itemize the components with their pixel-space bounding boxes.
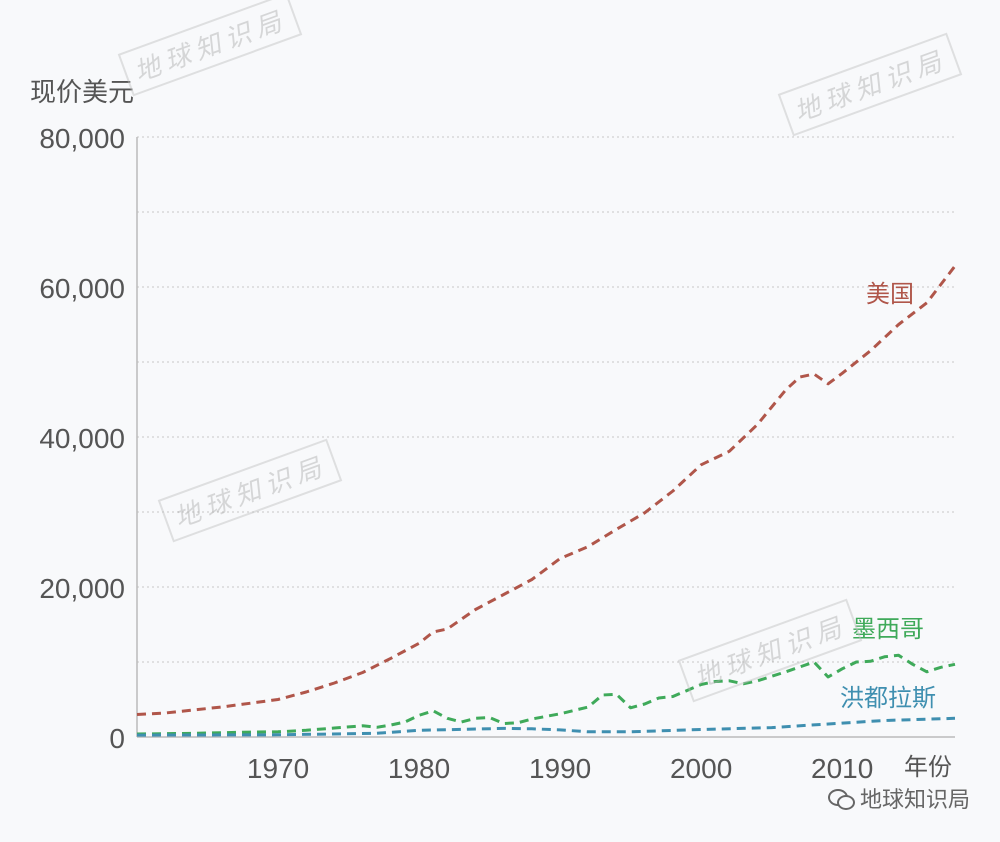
y-tick-label: 0 [109,723,125,754]
series-label-usa: 美国 [866,280,914,308]
x-axis-ticks: 1970 1980 1990 2000 2010 [247,753,873,784]
series-label-honduras: 洪都拉斯 [840,684,936,712]
x-tick-label: 1980 [388,753,450,784]
y-axis-unit-label: 现价美元 [30,78,135,108]
x-axis-label: 年份 [904,753,952,781]
series-lines [136,265,957,737]
y-axis-ticks: 0 20,000 40,000 60,000 80,000 [39,123,125,754]
brand-footer: 地球知识局 [827,782,970,814]
series-label-mexico: 墨西哥 [852,615,924,643]
series-line-mexico [136,653,956,736]
wechat-icon [827,787,855,810]
series-line-honduras [136,716,956,737]
x-tick-label: 1990 [529,753,591,784]
series-line-usa [136,265,957,716]
y-tick-label: 60,000 [39,273,125,304]
x-tick-label: 2010 [811,753,873,784]
x-tick-label: 2000 [670,753,732,784]
grid-lines [137,136,955,663]
y-tick-label: 40,000 [39,423,125,454]
y-tick-label: 80,000 [39,123,125,154]
x-tick-label: 1970 [247,753,309,784]
brand-name: 地球知识局 [859,788,970,813]
y-tick-label: 20,000 [39,573,125,604]
